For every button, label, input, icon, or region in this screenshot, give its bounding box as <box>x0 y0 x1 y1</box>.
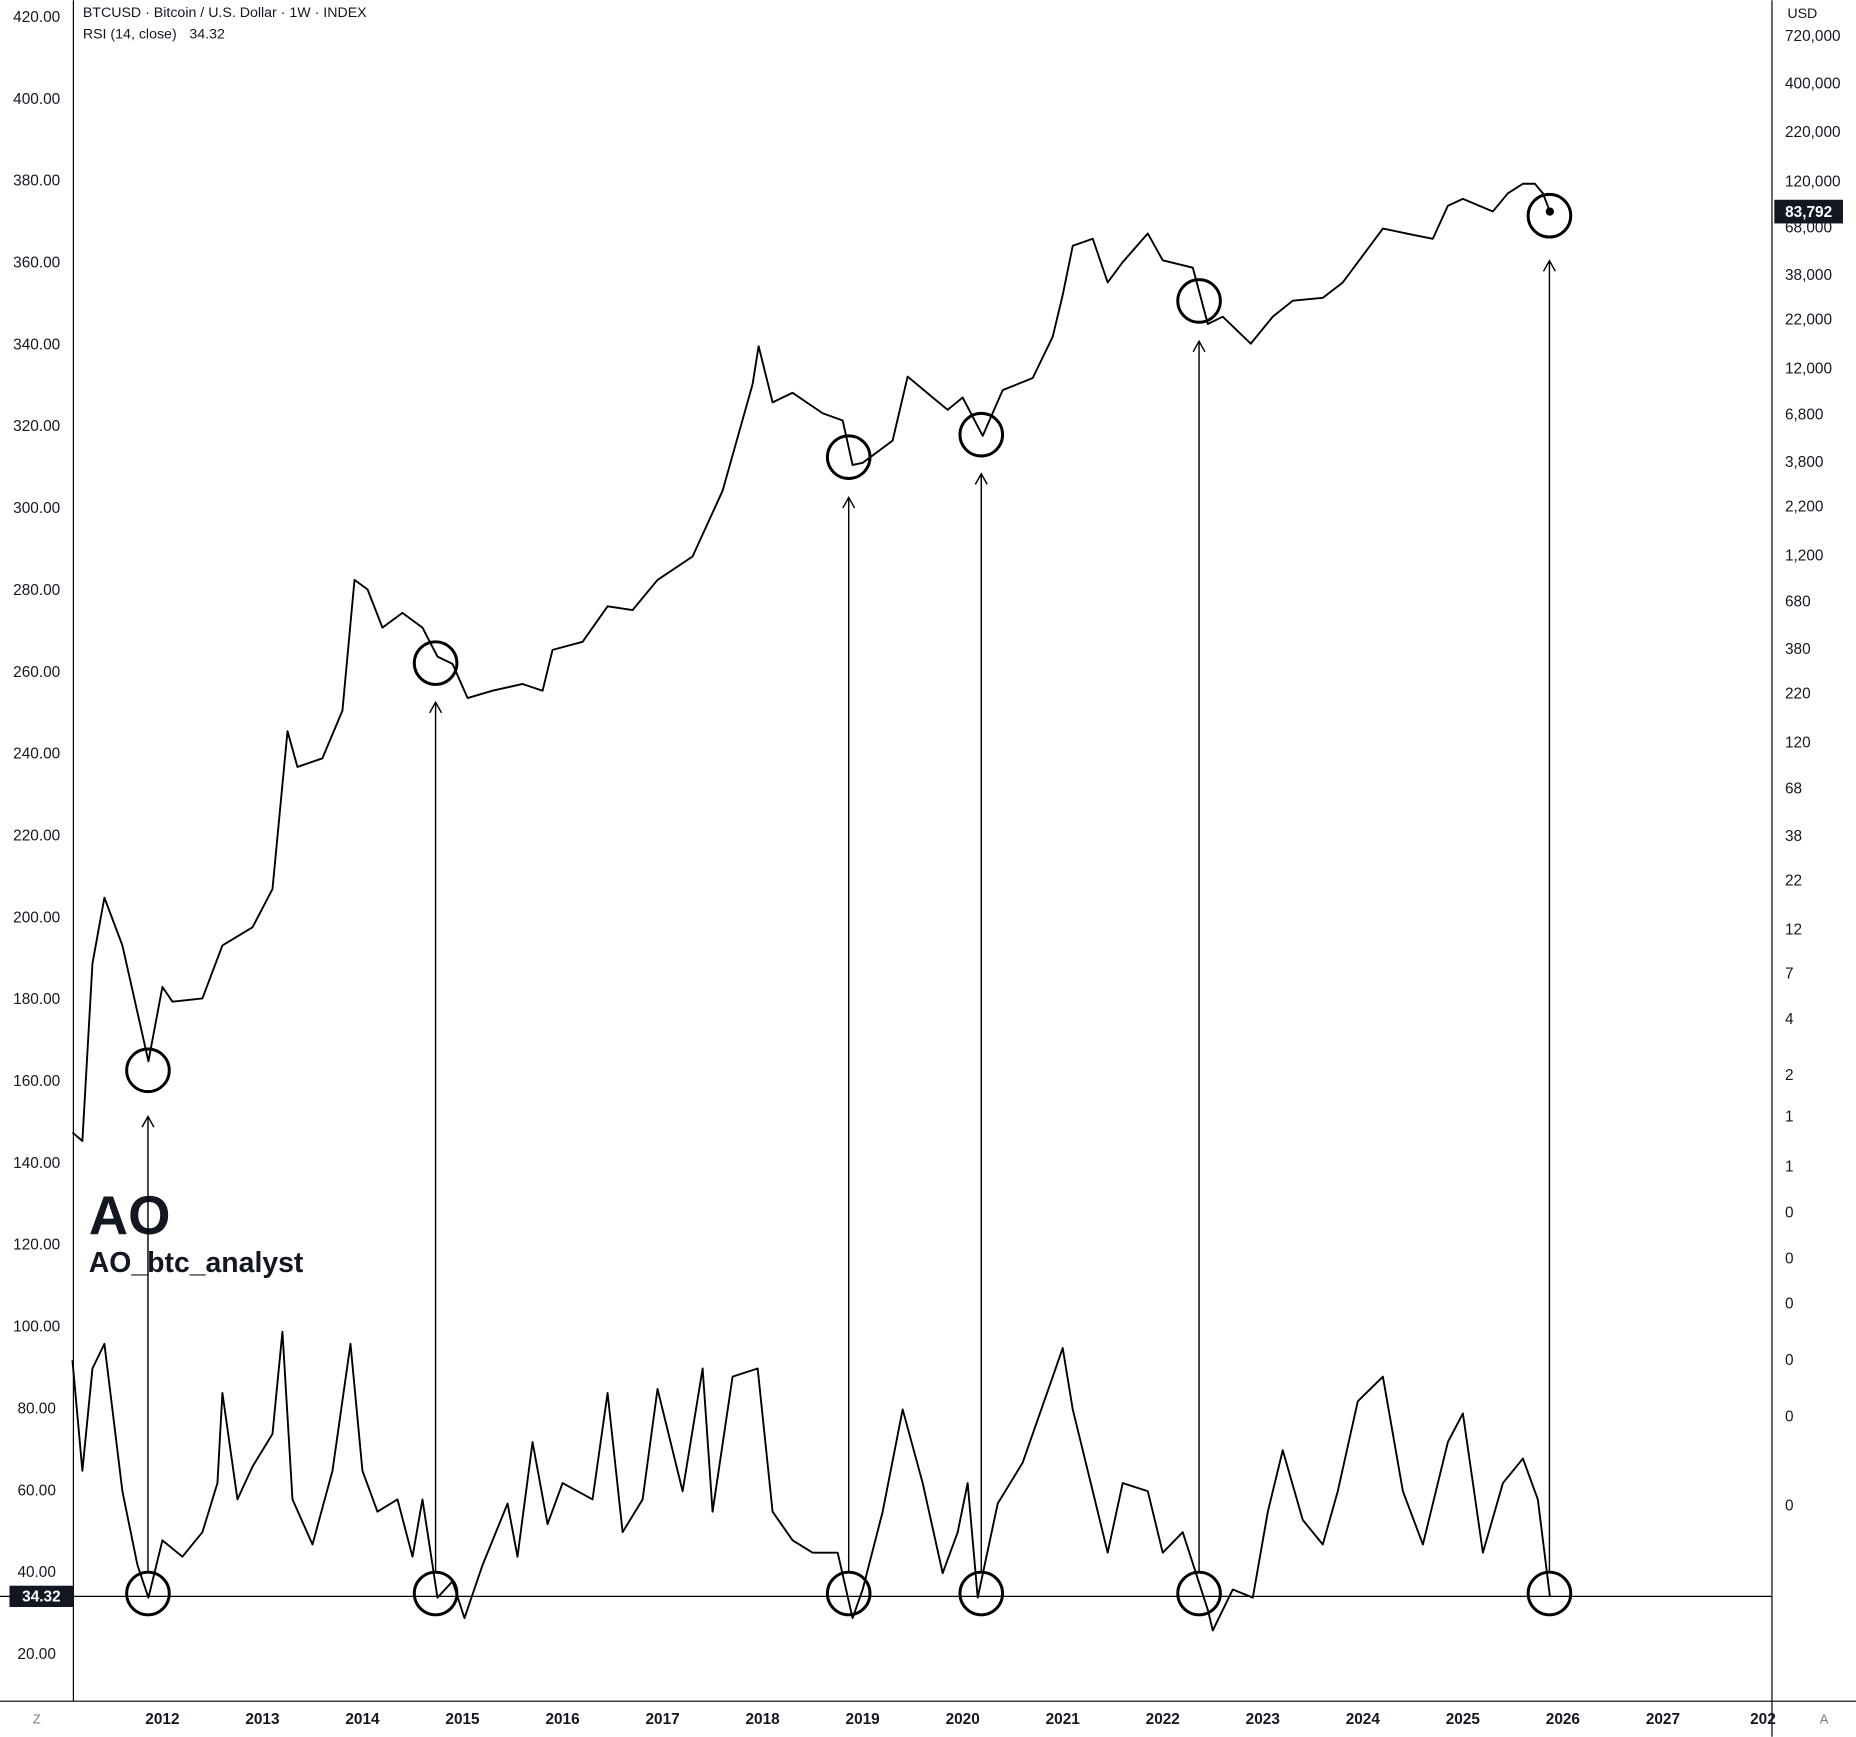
x-tick-label: 2012 <box>145 1711 179 1728</box>
y-tick-label: 80.00 <box>17 1400 55 1417</box>
y-tick-label: 200.00 <box>13 909 60 926</box>
y2-tick-label: 120 <box>1785 735 1811 752</box>
x-tick-label: 2025 <box>1446 1711 1481 1728</box>
y2-tick-label: 68,000 <box>1785 220 1832 237</box>
arrow <box>1542 259 1556 1573</box>
y2-tick-label: 0 <box>1785 1296 1794 1313</box>
x-tick-label: 2020 <box>946 1711 980 1728</box>
arrow <box>842 495 856 1573</box>
x-tick-label: 2016 <box>545 1711 579 1728</box>
y2-tick-label: 400,000 <box>1785 76 1841 93</box>
price-badge <box>1774 199 1843 224</box>
y-tick-label: 120.00 <box>13 1237 60 1254</box>
y-tick-label: 360.00 <box>13 255 60 272</box>
annotation-circle <box>125 1047 171 1094</box>
y-tick-label: 40.00 <box>17 1564 55 1581</box>
arrow <box>1192 339 1206 1573</box>
price-badge-label: 83,792 <box>1785 204 1832 221</box>
x-tick-label: 2027 <box>1646 1711 1680 1728</box>
y2-tick-label: 720,000 <box>1785 28 1841 45</box>
y-tick-label: 300.00 <box>13 500 60 517</box>
y2-tick-label: 0 <box>1785 1352 1794 1369</box>
y2-tick-label: 12,000 <box>1785 361 1832 378</box>
y-tick-label: 420.00 <box>13 9 60 26</box>
y2-tick-label: 380 <box>1785 641 1811 658</box>
y-tick-label: 260.00 <box>13 664 60 681</box>
y-tick-label: 380.00 <box>13 173 60 190</box>
y2-tick-label: 0 <box>1785 1250 1794 1267</box>
y2-tick-label: 220,000 <box>1785 124 1841 141</box>
rsi-value-badge <box>9 1585 74 1608</box>
x-tick-label: 2015 <box>445 1711 480 1728</box>
y-tick-label: 20.00 <box>17 1646 55 1663</box>
series-line <box>71 182 1551 1142</box>
y2-tick-label: 6,800 <box>1785 407 1823 424</box>
y2-tick-label: 1 <box>1785 1158 1794 1175</box>
y2-tick-label: 7 <box>1785 965 1794 982</box>
y2-axis-label: USD <box>1787 6 1817 22</box>
annotation-circle <box>958 411 1005 458</box>
y2-tick-label: 0 <box>1785 1408 1794 1425</box>
y-tick-label: 160.00 <box>13 1073 60 1090</box>
y2-tick-label: 0 <box>1785 1498 1794 1515</box>
y2-tick-label: 1 <box>1785 1109 1794 1126</box>
x-tick-label: 2013 <box>245 1711 279 1728</box>
x-tick-label: 2023 <box>1246 1711 1280 1728</box>
arrow <box>974 472 988 1573</box>
chart-title: BTCUSD · Bitcoin / U.S. Dollar · 1W · IN… <box>83 5 367 21</box>
series-line <box>71 1330 1551 1632</box>
watermark-subtitle: AO_btc_analyst <box>89 1247 304 1279</box>
last-price-dot <box>1545 207 1555 216</box>
x-tick-label: 2021 <box>1046 1711 1081 1728</box>
y2-tick-label: 3,800 <box>1785 454 1823 471</box>
y2-tick-label: 4 <box>1785 1011 1794 1028</box>
annotations <box>125 192 1573 1617</box>
x-tick-label: 2019 <box>846 1711 880 1728</box>
y2-tick-label: 68 <box>1785 781 1802 798</box>
auto-scale-button[interactable]: A <box>1820 1712 1829 1727</box>
x-tick-label: 2022 <box>1146 1711 1180 1728</box>
y2-tick-label: 120,000 <box>1785 173 1841 190</box>
y-tick-label: 140.00 <box>13 1155 60 1172</box>
arrow <box>141 1115 155 1573</box>
y2-tick-label: 22 <box>1785 872 1802 889</box>
x-tick-label: 2026 <box>1546 1711 1580 1728</box>
arrow <box>429 700 443 1573</box>
annotation-circle <box>1526 192 1573 239</box>
rsi-value-badge-label: 34.32 <box>22 1589 60 1606</box>
y2-tick-label: 680 <box>1785 594 1811 611</box>
y-tick-label: 60.00 <box>17 1482 55 1499</box>
y2-tick-label: 220 <box>1785 685 1811 702</box>
y-tick-label: 320.00 <box>13 418 60 435</box>
y2-tick-label: 12 <box>1785 922 1802 939</box>
y2-tick-label: 38 <box>1785 828 1802 845</box>
x-tick-label: 2024 <box>1346 1711 1381 1728</box>
y-tick-label: 220.00 <box>13 827 60 844</box>
annotation-circle <box>412 640 459 686</box>
timezone-button[interactable]: Z <box>33 1712 41 1727</box>
x-tick-label: 2018 <box>746 1711 781 1728</box>
y2-tick-label: 22,000 <box>1785 311 1832 328</box>
y-tick-label: 100.00 <box>13 1319 60 1336</box>
y2-tick-label: 0 <box>1785 1204 1794 1221</box>
y2-tick-label: 2 <box>1785 1067 1794 1084</box>
y-tick-label: 180.00 <box>13 991 60 1008</box>
indicator-value: 34.32 <box>189 26 225 42</box>
x-tick-label: 202 <box>1750 1711 1776 1728</box>
y2-tick-label: 38,000 <box>1785 267 1832 284</box>
y-tick-label: 400.00 <box>13 91 60 108</box>
x-tick-label: 2017 <box>645 1711 679 1728</box>
indicator-label: RSI (14, close) <box>83 26 177 42</box>
y-tick-label: 340.00 <box>13 336 60 353</box>
y2-tick-label: 2,200 <box>1785 498 1823 515</box>
x-tick-label: 2014 <box>345 1711 380 1728</box>
y-tick-label: 240.00 <box>13 746 60 763</box>
watermark-title: AO <box>89 1185 171 1246</box>
y-tick-label: 280.00 <box>13 582 60 599</box>
annotation-circle <box>1176 278 1222 324</box>
y2-tick-label: 1,200 <box>1785 548 1823 565</box>
